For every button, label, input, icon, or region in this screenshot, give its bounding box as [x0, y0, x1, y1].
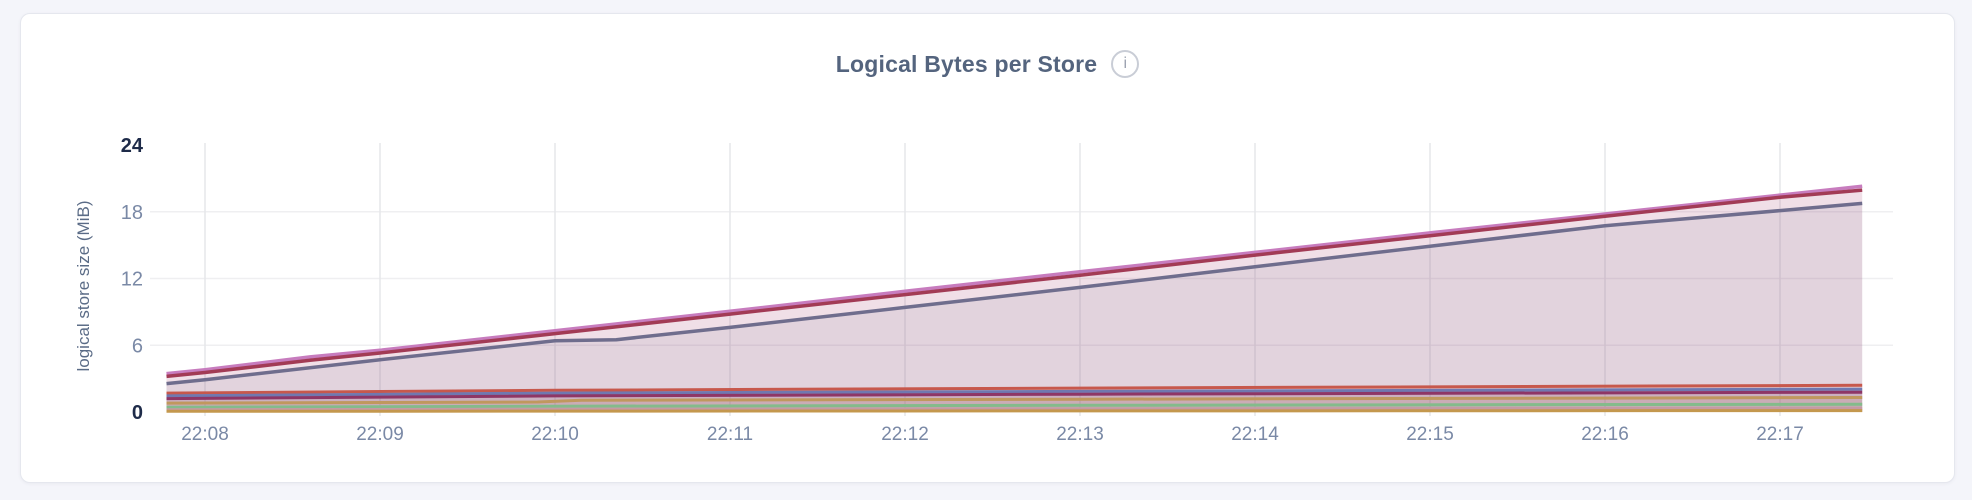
info-icon[interactable]: i: [1111, 50, 1140, 78]
series-line-store-4: [166, 383, 1863, 395]
x-tick-label-22:13: 22:13: [1056, 424, 1104, 445]
series-area-store-3: [166, 203, 1863, 412]
x-tick-label-22:15: 22:15: [1406, 424, 1454, 445]
x-tick-label-22:09: 22:09: [356, 424, 404, 445]
series-area-store-1: [166, 186, 1863, 412]
y-tick-label-0: 0: [132, 402, 143, 424]
series-line-store-10: [166, 409, 1863, 413]
y-tick-label-24: 24: [121, 135, 144, 157]
chart-header: Logical Bytes per Store i: [21, 50, 1954, 78]
series-line-store-5: [166, 387, 1863, 398]
x-tick-label-22:12: 22:12: [881, 424, 929, 445]
series-line-store-2: [166, 188, 1863, 379]
series-line-store-8: [166, 402, 1863, 409]
x-tick-label-22:10: 22:10: [531, 424, 579, 445]
series-line-store-3: [166, 201, 1863, 386]
chart-title: Logical Bytes per Store: [835, 50, 1098, 77]
x-tick-label-22:14: 22:14: [1231, 424, 1279, 445]
series-line-store-6: [166, 390, 1863, 401]
x-tick-label-22:16: 22:16: [1581, 424, 1629, 445]
series-line-store-9: [166, 406, 1863, 412]
y-tick-label-12: 12: [121, 269, 143, 291]
series-line-store-1: [166, 184, 1863, 376]
x-tick-label-22:11: 22:11: [707, 424, 753, 445]
y-tick-label-18: 18: [121, 202, 143, 224]
x-tick-label-22:08: 22:08: [181, 424, 229, 445]
x-tick-label-22:17: 22:17: [1756, 424, 1804, 445]
y-tick-label-6: 6: [132, 335, 143, 357]
series-line-store-7: [166, 396, 1863, 405]
